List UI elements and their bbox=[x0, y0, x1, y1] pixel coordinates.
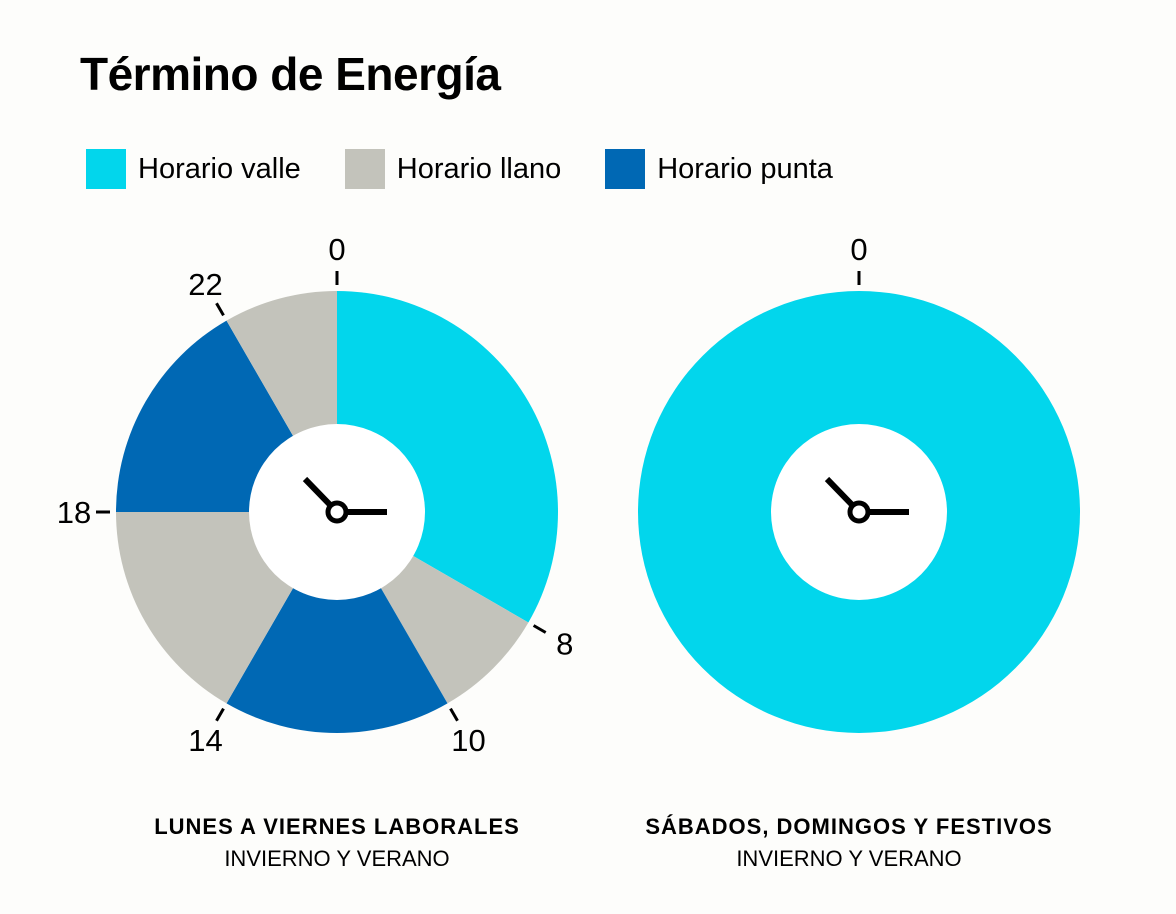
legend: Horario valle Horario llano Horario punta bbox=[86, 148, 877, 190]
legend-item: Horario punta bbox=[605, 149, 833, 189]
legend-swatch bbox=[86, 149, 126, 189]
clock-chart: 0 8 10 14 18 22 bbox=[57, 232, 574, 758]
hour-tick bbox=[449, 707, 459, 722]
clock-icon bbox=[302, 476, 387, 524]
chart-title: Término de Energía bbox=[80, 48, 501, 100]
legend-item: Horario valle bbox=[86, 149, 301, 189]
chart-caption-title: LUNES A VIERNES LABORALES bbox=[154, 814, 520, 839]
hour-tick-label: 14 bbox=[188, 723, 222, 758]
legend-swatch bbox=[605, 149, 646, 189]
legend-label: Horario valle bbox=[138, 153, 301, 185]
hour-tick bbox=[532, 624, 547, 634]
legend-label: Horario llano bbox=[396, 153, 562, 185]
chart-caption-subtitle: INVIERNO Y VERANO bbox=[224, 846, 449, 871]
hour-tick-label: 22 bbox=[188, 267, 222, 302]
hour-tick bbox=[215, 302, 225, 317]
clock-chart: 0 bbox=[638, 232, 1080, 733]
legend-item: Horario llano bbox=[344, 149, 562, 189]
chart-caption-title: SÁBADOS, DOMINGOS Y FESTIVOS bbox=[645, 814, 1052, 839]
legend-label: Horario punta bbox=[657, 153, 833, 185]
pie-slice bbox=[226, 512, 448, 733]
hour-tick-label: 0 bbox=[850, 232, 867, 267]
chart-caption-subtitle: INVIERNO Y VERANO bbox=[736, 846, 961, 871]
hour-tick-label: 0 bbox=[328, 232, 345, 267]
clock-pivot bbox=[847, 500, 871, 524]
hour-tick bbox=[215, 707, 225, 722]
clock-pivot bbox=[325, 500, 349, 524]
hour-tick-label: 10 bbox=[451, 723, 485, 758]
clock-icon bbox=[824, 476, 909, 524]
legend-swatch bbox=[344, 149, 385, 189]
hour-tick-label: 8 bbox=[556, 627, 573, 662]
hour-tick-label: 18 bbox=[57, 495, 91, 530]
